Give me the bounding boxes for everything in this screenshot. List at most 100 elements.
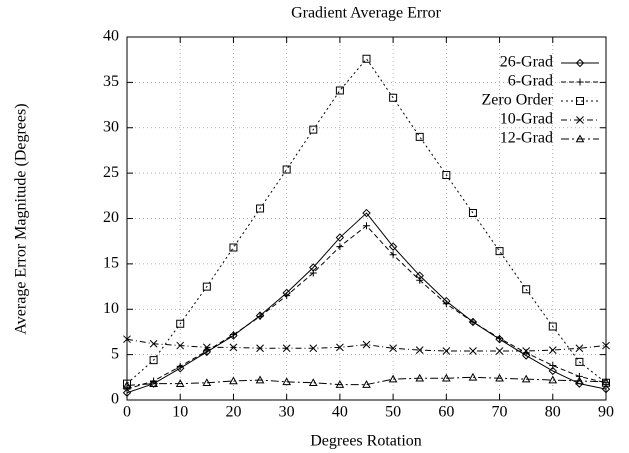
x-tick-label: 70 — [492, 404, 508, 421]
series-line — [126, 57, 607, 385]
marker — [575, 134, 585, 143]
marker — [575, 372, 583, 380]
y-tick-label: 10 — [103, 300, 119, 317]
y-tick-label: 35 — [103, 73, 119, 90]
marker — [576, 78, 584, 86]
marker — [123, 335, 131, 344]
marker — [176, 319, 185, 328]
marker — [335, 233, 345, 242]
marker — [388, 374, 398, 383]
chart-title: Gradient Average Error — [291, 5, 442, 22]
marker — [336, 243, 344, 251]
marker — [442, 347, 451, 355]
marker — [122, 388, 132, 397]
marker — [202, 378, 212, 387]
y-tick-label: 15 — [103, 255, 119, 272]
marker — [336, 343, 344, 352]
marker — [256, 313, 264, 321]
marker — [469, 347, 477, 355]
x-tick-label: 0 — [123, 404, 131, 421]
marker — [229, 376, 238, 385]
marker — [495, 347, 504, 355]
marker — [149, 379, 158, 387]
marker — [255, 375, 265, 384]
marker — [548, 366, 557, 376]
marker — [496, 334, 504, 342]
marker — [308, 378, 318, 387]
legend-label: 12-Grad — [500, 130, 553, 147]
marker — [495, 373, 504, 382]
marker — [388, 242, 398, 251]
marker — [362, 208, 371, 218]
y-tick-label: 20 — [103, 209, 119, 226]
marker — [123, 379, 131, 388]
legend-label: 6-Grad — [508, 73, 553, 90]
y-tick-label: 30 — [103, 118, 119, 135]
marker — [149, 356, 158, 365]
marker — [522, 347, 531, 355]
y-axis-label: Average Error Magnitude (Degrees) — [13, 103, 30, 334]
series-line — [126, 376, 607, 386]
marker — [175, 379, 185, 387]
marker — [601, 377, 611, 386]
legend-label: Zero Order — [481, 92, 553, 109]
marker — [122, 380, 132, 389]
plot-frame — [126, 36, 607, 401]
marker — [149, 339, 158, 348]
series-line — [126, 225, 607, 390]
marker — [282, 165, 291, 174]
x-tick-label: 10 — [172, 404, 188, 421]
marker — [548, 322, 557, 331]
marker — [442, 170, 451, 179]
marker — [282, 377, 292, 386]
series-line — [126, 212, 607, 394]
marker — [256, 204, 265, 213]
marker — [389, 93, 398, 102]
marker — [415, 373, 425, 382]
marker — [548, 346, 557, 354]
marker — [522, 285, 531, 294]
marker — [575, 357, 584, 366]
marker — [468, 372, 478, 381]
x-tick-label: 20 — [225, 404, 241, 421]
x-tick-label: 90 — [598, 404, 614, 421]
marker — [575, 376, 584, 385]
x-tick-label: 60 — [438, 404, 454, 421]
x-axis-label: Degrees Rotation — [310, 433, 422, 450]
marker — [602, 341, 610, 350]
marker — [468, 209, 477, 218]
marker — [442, 300, 450, 308]
marker — [283, 292, 291, 300]
marker — [176, 364, 185, 373]
marker — [363, 222, 370, 230]
marker — [335, 86, 344, 95]
legend-label: 10-Grad — [500, 111, 553, 128]
marker — [495, 247, 504, 256]
marker — [416, 276, 424, 284]
marker — [309, 125, 318, 134]
marker — [389, 251, 397, 259]
y-tick-label: 5 — [111, 345, 119, 362]
x-tick-label: 50 — [385, 404, 401, 421]
marker — [441, 373, 451, 382]
marker — [202, 343, 211, 352]
marker — [203, 347, 211, 355]
legend-label: 26-Grad — [500, 54, 553, 71]
marker — [469, 318, 477, 326]
marker — [575, 58, 585, 68]
x-tick-label: 80 — [545, 404, 561, 421]
y-tick-label: 0 — [111, 391, 119, 408]
marker — [549, 362, 557, 370]
marker — [309, 344, 318, 353]
x-tick-label: 40 — [332, 404, 348, 421]
y-tick-label: 40 — [103, 28, 119, 45]
marker — [282, 344, 291, 353]
marker — [176, 362, 184, 370]
marker — [309, 269, 317, 277]
marker — [229, 343, 238, 352]
marker — [229, 331, 237, 339]
marker — [256, 344, 264, 353]
marker — [149, 379, 158, 388]
marker — [415, 346, 424, 354]
